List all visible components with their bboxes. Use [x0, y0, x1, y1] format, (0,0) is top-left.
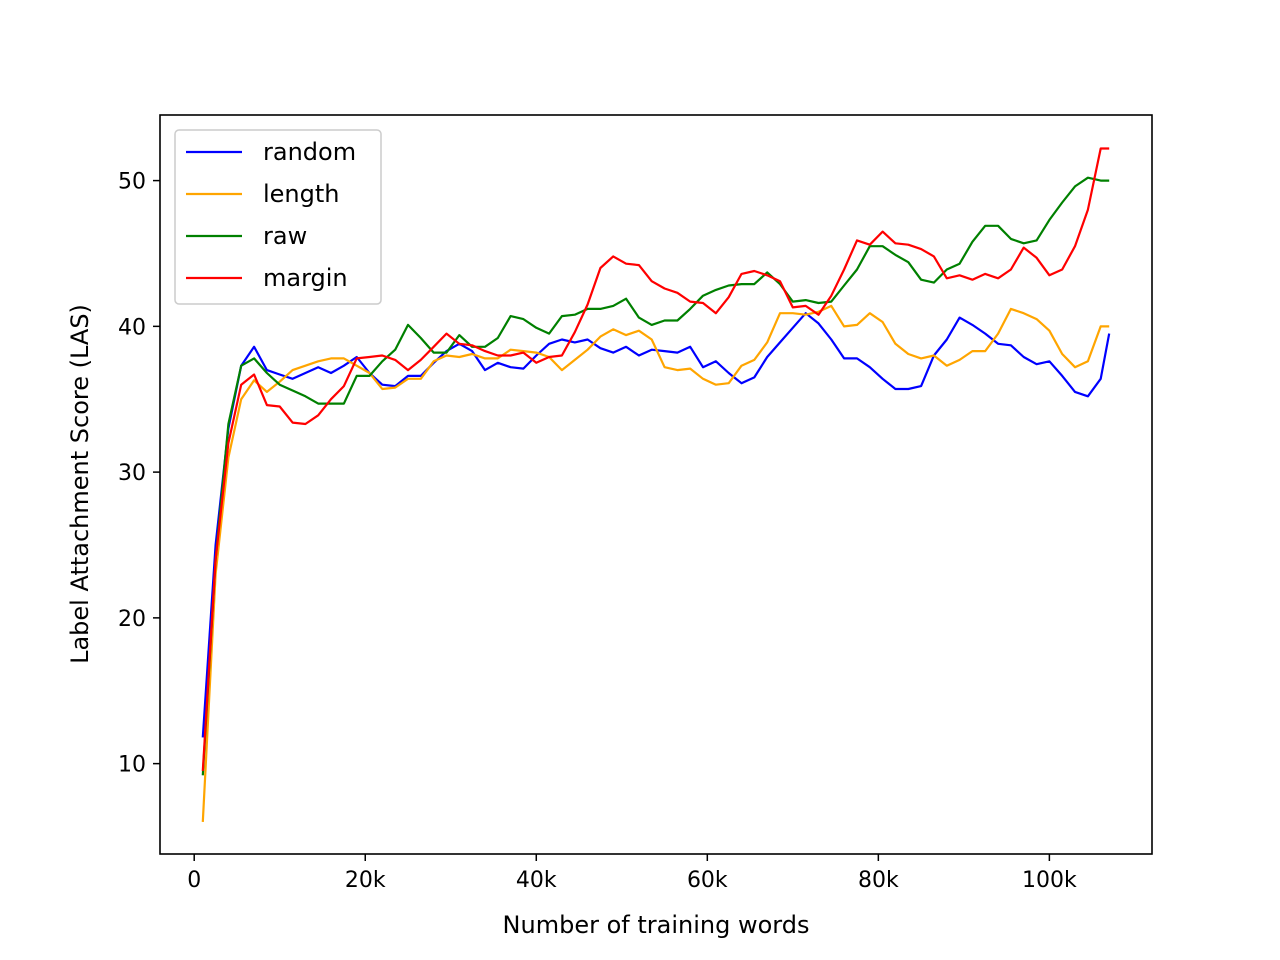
y-tick-label: 20 [118, 607, 146, 632]
y-tick-label: 10 [118, 753, 146, 778]
series-line-length [201, 304, 1110, 822]
x-tick-label: 40k [516, 868, 557, 893]
y-tick-label: 40 [118, 315, 146, 340]
x-axis-label: Number of training words [503, 911, 810, 939]
x-tick-label: 80k [858, 868, 899, 893]
legend-label-margin: margin [263, 264, 348, 292]
legend: random length raw margin [174, 129, 382, 305]
x-tick-label: 20k [345, 868, 386, 893]
series-line-margin [201, 147, 1110, 771]
legend-frame [174, 129, 382, 305]
y-axis-label: Label Attachment Score (LAS) [66, 304, 94, 664]
y-tick-label: 30 [118, 461, 146, 486]
series-line-raw [201, 176, 1110, 776]
legend-label-random: random [263, 138, 356, 166]
y-axis-ticks: 10 20 30 40 50 [118, 170, 160, 778]
x-tick-label: 60k [687, 868, 728, 893]
x-axis-ticks: 0 20k 40k 60k 80k 100k [187, 854, 1077, 893]
plot-lines [201, 147, 1111, 822]
x-tick-label: 0 [187, 868, 201, 893]
legend-label-raw: raw [263, 222, 307, 250]
y-tick-label: 50 [118, 170, 146, 195]
series-line-random [201, 312, 1111, 738]
legend-label-length: length [263, 180, 340, 208]
x-tick-label: 100k [1022, 868, 1077, 893]
plot-frame [159, 114, 1153, 855]
